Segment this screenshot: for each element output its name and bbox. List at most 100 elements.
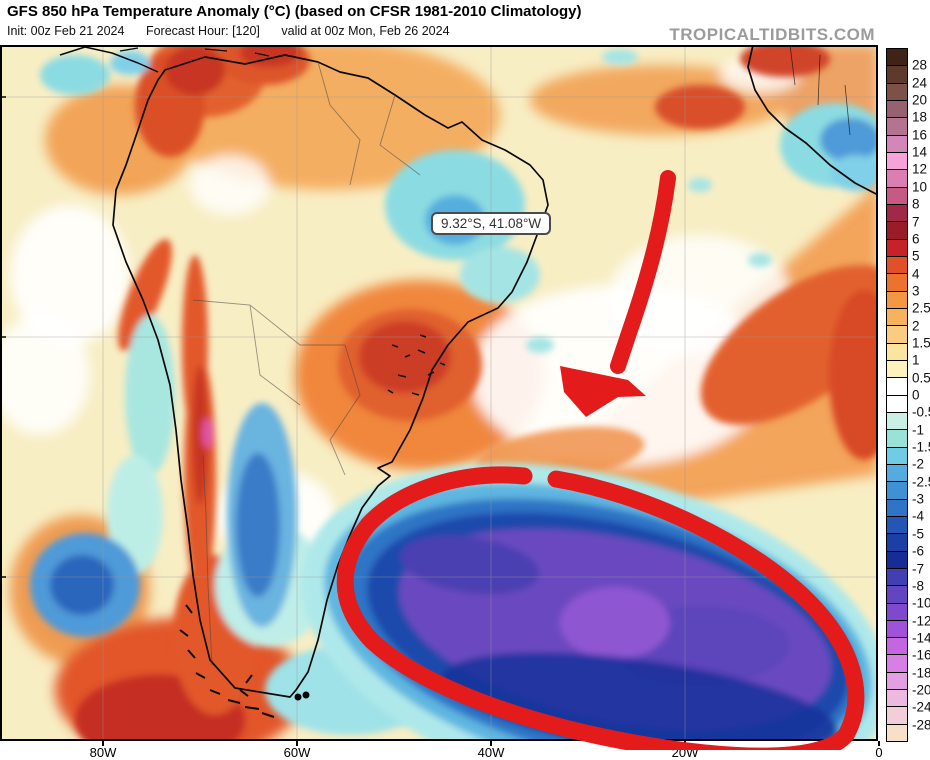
anomaly-map[interactable]	[0, 45, 878, 741]
x-tick-mark	[878, 741, 880, 746]
colorbar-cell	[887, 515, 907, 534]
colorbar-label: -3	[912, 491, 925, 507]
colorbar-cell	[887, 82, 907, 100]
colorbar-label: 10	[912, 179, 928, 195]
colorbar-label: 20	[912, 92, 928, 108]
colorbar-cell	[887, 498, 907, 516]
colorbar-label: 8	[912, 196, 920, 212]
colorbar-cell	[887, 65, 907, 83]
colorbar-label: 16	[912, 127, 928, 143]
colorbar-label: 5	[912, 248, 920, 264]
colorbar-cell	[887, 49, 907, 66]
colorbar-cell	[887, 602, 907, 620]
colorbar-label: -20	[912, 682, 930, 698]
colorbar-cell	[887, 238, 907, 256]
x-tick-label: 0	[875, 745, 883, 760]
colorbar-cell	[887, 567, 907, 586]
colorbar-label: -14	[912, 630, 930, 646]
colorbar-label: 28	[912, 57, 928, 73]
colorbar-cell	[887, 99, 907, 118]
colorbar-cell	[887, 411, 907, 430]
colorbar-cell	[887, 723, 907, 742]
colorbar-label: -16	[912, 647, 930, 663]
colorbar-label: 7	[912, 214, 920, 229]
colorbar-label: 0	[912, 387, 920, 403]
colorbar-label: 18	[912, 109, 928, 125]
colorbar-cell	[887, 394, 907, 412]
colorbar-cells	[886, 48, 908, 742]
x-tick-label: 40W	[477, 745, 505, 760]
colorbar-label: -5	[912, 526, 925, 542]
colorbar-cell	[887, 619, 907, 638]
fjord-speckle	[179, 604, 310, 718]
colorbar-label: 24	[912, 75, 928, 91]
colorbar-cell	[887, 550, 907, 568]
colorbar-cell	[887, 671, 907, 690]
colorbar-label: -18	[912, 665, 930, 681]
x-tick-mark	[296, 741, 298, 746]
colorbar-label: -12	[912, 613, 930, 629]
colorbar-cell	[887, 463, 907, 482]
colorbar-label: 14	[912, 144, 928, 160]
colorbar-cell	[887, 134, 907, 152]
colorbar-label: 6	[912, 231, 920, 247]
coastline-africa	[747, 45, 878, 196]
colorbar-label: -7	[912, 561, 925, 576]
run-info: Init: 00z Feb 21 2024 Forecast Hour: [12…	[7, 24, 468, 38]
colorbar-cell	[887, 429, 907, 447]
map-canvas[interactable]	[0, 45, 878, 741]
page-title: GFS 850 hPa Temperature Anomaly (°C) (ba…	[7, 3, 582, 20]
colorbar-label: -28	[912, 717, 930, 733]
colorbar-label: 0.5	[912, 370, 930, 386]
x-tick-mark	[102, 741, 104, 746]
colorbar-label: 2.5	[912, 300, 930, 316]
colorbar-cell	[887, 255, 907, 274]
colorbar-label: -1.5	[912, 439, 930, 455]
colorbar-label: 4	[912, 266, 920, 282]
colorbar-cell	[887, 654, 907, 672]
colorbar-cell	[887, 446, 907, 464]
colorbar-label: 2	[912, 318, 920, 334]
init-time: Init: 00z Feb 21 2024	[7, 24, 125, 38]
colorbar-cell	[887, 290, 907, 308]
colorbar-label: -2.5	[912, 474, 930, 490]
coordinate-tooltip: 9.32°S, 41.08°W	[431, 212, 552, 235]
colorbar-cell	[887, 706, 907, 724]
colorbar-cell	[887, 342, 907, 360]
colorbar-cell	[887, 151, 907, 170]
colorbar-cell	[887, 169, 907, 187]
colorbar-label: -24	[912, 699, 930, 715]
colorbar-cell	[887, 325, 907, 343]
country-borders	[192, 61, 421, 666]
colorbar-cell	[887, 533, 907, 551]
forecast-hour: Forecast Hour: [120]	[145, 24, 260, 38]
stipple-marks	[387, 334, 446, 396]
colorbar-cell	[887, 377, 907, 395]
valid-time: valid at 00z Mon, Feb 26 2024	[281, 24, 450, 38]
x-tick-label: 20W	[671, 745, 699, 760]
x-tick-label: 80W	[89, 745, 117, 760]
colorbar-label: -10	[912, 595, 930, 611]
colorbar-cell	[887, 273, 907, 291]
colorbar-cell	[887, 481, 907, 499]
watermark: TROPICALTIDBITS.COM	[669, 25, 875, 44]
map-fill-layers	[0, 45, 878, 741]
colorbar-cell	[887, 585, 907, 603]
colorbar-label: 1	[912, 352, 920, 368]
colorbar-label: -1	[912, 422, 925, 438]
colorbar-cell	[887, 359, 907, 378]
colorbar-label: -0.5	[912, 404, 930, 420]
colorbar-cell	[887, 637, 907, 655]
x-tick-label: 60W	[283, 745, 311, 760]
colorbar-label: 12	[912, 161, 928, 177]
colorbar-cell	[887, 307, 907, 326]
colorbar-label: -6	[912, 543, 925, 559]
colorbar-cell	[887, 117, 907, 135]
left-axis-ticks	[0, 96, 6, 578]
colorbar-label: -8	[912, 578, 925, 594]
colorbar-cell	[887, 221, 907, 239]
colorbar-label: -2	[912, 456, 925, 472]
colorbar-cell	[887, 689, 907, 707]
colorbar-label: -4	[912, 508, 925, 524]
